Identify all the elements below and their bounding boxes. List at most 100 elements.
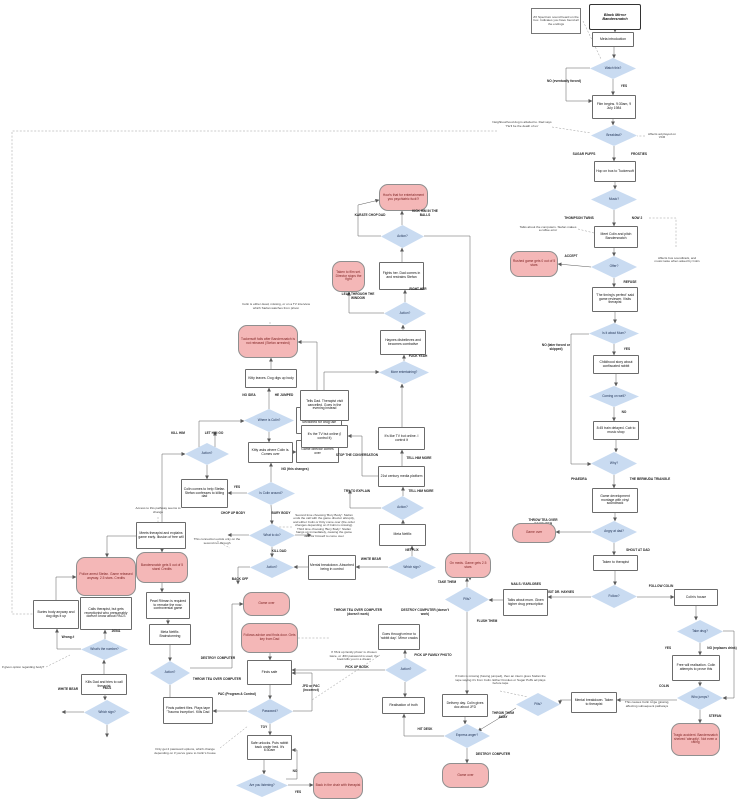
label-netflix: NETFLIX: [405, 548, 419, 552]
meta-netflix-1: Meta Netflix: [379, 524, 426, 546]
label-stefan: STEFAN: [708, 714, 722, 718]
label-refuse: REFUSE: [623, 280, 637, 284]
pearl-remake: Pearl Ritman is required to remake the n…: [146, 592, 190, 619]
decision-why: Why?: [591, 452, 637, 475]
taken-to-therapist: Taken to therapist: [593, 555, 638, 571]
tv-online-2: It's like TV but online. I control it: [378, 427, 425, 450]
hop-on-bus: Hop on bus to Tuckersoft: [594, 161, 636, 182]
flow-connector: [236, 566, 250, 585]
calls-therapist: Calls therapist, but gets receptionist w…: [80, 597, 132, 630]
label-wrong-number: Wrong #: [61, 635, 75, 639]
flow-connector: [286, 748, 298, 780]
tells-dad: Tells Dad. Therapist visit cancelled. Go…: [300, 390, 349, 421]
flow-connector: [55, 575, 77, 600]
note-body-option: If given option regarding body?: [1, 664, 45, 669]
note-dog: Neighbourhood dog is alluded to. Dad say…: [492, 120, 552, 128]
label-toy: TOY: [260, 725, 268, 729]
label-white-bear-1: WHITE BEAR: [360, 557, 382, 561]
meet-colin: Meet Colin and pitch Bandersnatch: [594, 226, 638, 248]
timing-perfect: 'The timing's perfect' said game reviewe…: [592, 287, 638, 312]
label-bermuda: THE BERMUDA TRIANGLE: [629, 477, 671, 481]
train-delayed: 8:45 train delayed. Cab to music shop: [593, 421, 639, 440]
label-back-off: BACK OFF: [231, 577, 249, 581]
annotation-connector: [499, 690, 529, 698]
label-no-skipped: NO (later forced or skipped): [541, 343, 571, 351]
label-try-explain: TRY TO EXPLAIN: [343, 489, 371, 493]
ending-0-stars: Rushed game gets 0 out of 5 stars: [510, 251, 558, 277]
label-hit-desk: HIT DESK: [417, 727, 433, 731]
start-bandersnatch: Black Mirror Bandersnatch: [589, 4, 641, 30]
decision-breakfast: Breakfast?: [591, 125, 637, 146]
kills-dad-call: Kills Dad and tries to call therapist: [81, 674, 127, 695]
montage: Game development montage with vinyl soun…: [592, 488, 638, 513]
note-second-run: This connection exists only on the secon…: [193, 537, 241, 545]
annotation-connector: [649, 699, 661, 705]
label-destroy-2: DESTROY COMPUTER: [475, 752, 511, 756]
label-he-jumped: HE JUMPED: [274, 393, 294, 397]
label-yes-1: YES: [620, 84, 628, 88]
annotation-connector: [219, 725, 249, 749]
flow-connector: [291, 671, 313, 712]
label-frosties: FROSTIES: [631, 152, 647, 156]
flow-connector: [161, 452, 186, 522]
label-pick-photo: PICK UP FAMILY PHOTO: [414, 653, 452, 657]
ending-film-set: Taken to film set. Director stops the fi…: [332, 261, 365, 292]
ending-tuckersoft-fails: Tuckersoft fails after Bandersnatch is n…: [238, 325, 298, 358]
colins-house: Colin's house: [674, 589, 718, 606]
decision-colin-around: Is Colin around?: [247, 482, 295, 505]
decision-offer: Offer?: [591, 256, 637, 278]
flow-connector: [565, 67, 593, 103]
label-leap-window: LEAP THROUGH THE WINDOW: [341, 292, 375, 300]
decision-music: Music?: [591, 189, 637, 210]
decision-follow: Follow?: [591, 585, 637, 608]
label-colin: COLIN: [659, 684, 669, 688]
flow-connector: [558, 699, 571, 705]
ending-psychiatric: How's that for entertainment you psychia…: [379, 184, 428, 211]
decision-angry-at-dad: Angry at dad?: [591, 521, 637, 543]
kitty-asks: Kitty asks where Colin is. Comes over: [248, 442, 293, 463]
label-white-bear-2: WHITE BEAR: [57, 687, 79, 691]
label-pick-book: PICK UP BOOK: [345, 665, 369, 669]
decision-what-to-do: What to do?: [249, 524, 295, 547]
decision-action-fight-dad: Action?: [381, 225, 424, 248]
decision-more-entertaining: More entertaining?: [379, 361, 429, 384]
note-intern-tape: If Colin is missing (having jumped), the…: [455, 674, 546, 686]
higher-prescription: Talks about mum. Given higher drug presc…: [503, 589, 548, 616]
annotation-connector: [45, 654, 71, 668]
colin-helps: Colin comes to help Stefan. Stefan confe…: [181, 479, 228, 508]
film-begins: Film begins. 9:30am, 9 July 1984: [592, 95, 636, 119]
ending-game-over-1: Game over: [512, 523, 556, 543]
label-yes-3: YES: [664, 646, 672, 650]
ending-game-over-2: Game over: [442, 763, 489, 788]
haynes-combative: Haynes disbelieves and becomes combative: [380, 330, 426, 355]
label-destroy-3: DESTROY COMPUTER: [200, 656, 236, 660]
ending-police-arrest: Police arrest Stefan. Game released anyw…: [76, 557, 136, 596]
mental-breakdown-1: Mental breakdown. Taken to therapist: [571, 692, 617, 713]
label-no-this-changes: NO (this changes): [281, 467, 309, 471]
ending-back-chair: Back in the chair with therapist: [313, 772, 363, 799]
decision-about-mum: Is it about Mum?: [589, 323, 639, 344]
note-colin-dead: Colin is either dead, missing, or on a T…: [242, 302, 310, 310]
note-coffee: Talks about the computers. Stefan makes …: [519, 224, 577, 232]
label-no-2: NO: [621, 410, 627, 414]
label-let-him-go: LET HIM GO: [204, 431, 224, 435]
flow-connector: [570, 333, 592, 466]
label-20541: 20541: [111, 629, 121, 633]
flow-connector: [347, 291, 384, 314]
decision-watch-this: Watch this?: [590, 58, 636, 79]
label-no-eventually-forced: NO (eventually forced): [546, 79, 581, 83]
decision-whats-number: What's the number?: [81, 639, 128, 660]
safe-unlocks: Safe unlocks. Puts rabbit back under bed…: [247, 735, 292, 760]
finds-safe: Finds safe: [247, 660, 292, 685]
decision-action-kill-dad: Action?: [250, 557, 294, 578]
ending-5-stars: Bandersnatch gets 5 out of 5 stars! Cred…: [136, 552, 188, 583]
note-bury-body: Second time choosing 'Bury Body': Stefan…: [293, 512, 355, 538]
label-pac-program: PAC (Program & Control): [217, 692, 256, 696]
note-access-pathway: Access to this pathway seems to change: [135, 506, 181, 514]
label-shout-at-dad: SHOUT AT DAD: [626, 548, 650, 552]
flow-connector: [105, 535, 136, 558]
buries-anyway: Buries body anyway and dog digs it up: [33, 600, 79, 629]
label-thompson-twins: THOMPSON TWINS: [564, 216, 594, 220]
